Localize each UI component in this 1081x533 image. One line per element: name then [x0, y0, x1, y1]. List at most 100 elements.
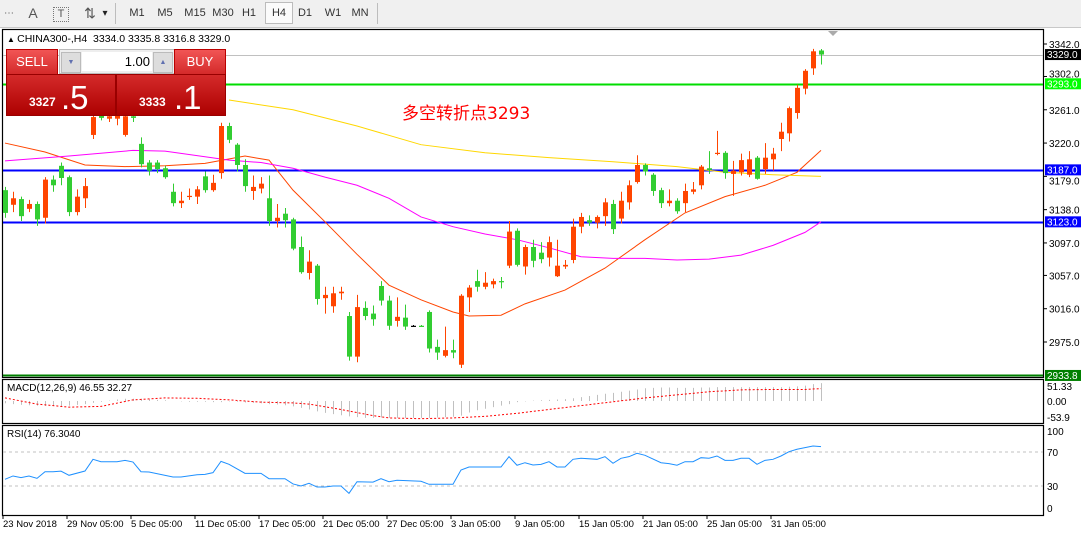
- candle[interactable]: [379, 281, 384, 306]
- text-label-icon[interactable]: T: [53, 7, 69, 22]
- candle[interactable]: [123, 113, 128, 137]
- candle[interactable]: [475, 269, 480, 292]
- candle[interactable]: [283, 208, 288, 228]
- volume-decrease-icon[interactable]: ▼: [61, 52, 81, 73]
- sell-button[interactable]: SELL: [6, 49, 58, 75]
- candle[interactable]: [43, 177, 48, 224]
- timeframe-m5[interactable]: M5: [157, 7, 173, 19]
- candle[interactable]: [259, 177, 264, 194]
- candle[interactable]: [523, 244, 528, 275]
- candle[interactable]: [155, 160, 160, 174]
- candle[interactable]: [515, 228, 520, 267]
- candle[interactable]: [195, 186, 200, 204]
- candle[interactable]: [459, 294, 464, 368]
- candle[interactable]: [35, 201, 40, 226]
- candle[interactable]: [275, 203, 280, 228]
- buy-button[interactable]: BUY: [174, 49, 226, 75]
- candle[interactable]: [387, 295, 392, 330]
- candle[interactable]: [547, 236, 552, 267]
- grid-f-icon[interactable]: ⋯: [4, 8, 14, 19]
- timeframe-h1[interactable]: H1: [241, 7, 257, 19]
- candle[interactable]: [723, 151, 728, 179]
- buy-price[interactable]: 3333 .1: [116, 74, 226, 116]
- candle[interactable]: [643, 163, 648, 176]
- candle[interactable]: [651, 173, 656, 196]
- candle[interactable]: [267, 175, 272, 226]
- candle[interactable]: [19, 196, 24, 222]
- candle[interactable]: [755, 156, 760, 180]
- candle[interactable]: [11, 191, 16, 213]
- candle[interactable]: [179, 191, 184, 209]
- candle[interactable]: [203, 171, 208, 193]
- candle[interactable]: [3, 186, 8, 218]
- candle[interactable]: [563, 259, 568, 269]
- candle[interactable]: [763, 143, 768, 174]
- candle[interactable]: [467, 285, 472, 312]
- candle[interactable]: [603, 198, 608, 226]
- candle[interactable]: [579, 212, 584, 234]
- candle[interactable]: [715, 130, 720, 156]
- candle[interactable]: [395, 297, 400, 327]
- candle[interactable]: [371, 305, 376, 326]
- sell-price[interactable]: 3327 .5: [6, 74, 116, 116]
- candle[interactable]: [235, 143, 240, 172]
- chart-shift-marker[interactable]: [828, 31, 838, 36]
- candle[interactable]: [683, 183, 688, 213]
- text-a-icon[interactable]: A: [28, 5, 38, 21]
- candle[interactable]: [587, 215, 592, 226]
- timeframe-m30[interactable]: M30: [212, 7, 234, 19]
- candle[interactable]: [771, 147, 776, 171]
- volume-stepper[interactable]: ▼ ▲: [59, 49, 175, 74]
- candle[interactable]: [243, 159, 248, 192]
- volume-increase-icon[interactable]: ▲: [153, 52, 173, 73]
- candle[interactable]: [659, 187, 664, 209]
- candle[interactable]: [539, 242, 544, 264]
- collapse-triangle-icon[interactable]: ▲: [7, 35, 18, 44]
- candle[interactable]: [555, 239, 560, 278]
- candle[interactable]: [211, 174, 216, 192]
- candle[interactable]: [291, 217, 296, 251]
- candle[interactable]: [75, 189, 80, 216]
- candle[interactable]: [307, 250, 312, 280]
- volume-input[interactable]: [82, 52, 152, 71]
- candle[interactable]: [627, 180, 632, 210]
- candle[interactable]: [83, 177, 88, 209]
- dropdown-arrow-icon[interactable]: ▾: [102, 8, 108, 19]
- timeframe-m1[interactable]: M1: [129, 7, 145, 19]
- candle[interactable]: [355, 294, 360, 363]
- candle[interactable]: [363, 301, 368, 321]
- candle[interactable]: [595, 215, 600, 229]
- candle[interactable]: [139, 137, 144, 168]
- candle[interactable]: [435, 339, 440, 360]
- candle[interactable]: [699, 164, 704, 190]
- candle[interactable]: [51, 175, 56, 192]
- timeframe-w1[interactable]: W1: [324, 7, 342, 19]
- candle[interactable]: [339, 286, 344, 300]
- candle[interactable]: [507, 221, 512, 269]
- candle[interactable]: [483, 272, 488, 290]
- timeframe-h4[interactable]: H4: [265, 2, 293, 24]
- candle[interactable]: [171, 183, 176, 207]
- candle[interactable]: [795, 84, 800, 119]
- candle[interactable]: [635, 155, 640, 184]
- candle[interactable]: [91, 113, 96, 140]
- candle[interactable]: [531, 239, 536, 268]
- candle[interactable]: [27, 199, 32, 213]
- candle[interactable]: [299, 236, 304, 274]
- candle[interactable]: [611, 199, 616, 235]
- candle[interactable]: [347, 311, 352, 361]
- candle[interactable]: [219, 122, 224, 179]
- timeframe-mn[interactable]: MN: [351, 7, 369, 19]
- candle[interactable]: [331, 286, 336, 313]
- timeframe-d1[interactable]: D1: [297, 7, 313, 19]
- candle[interactable]: [787, 106, 792, 142]
- candle[interactable]: [691, 182, 696, 195]
- candle[interactable]: [491, 278, 496, 289]
- candle[interactable]: [747, 151, 752, 178]
- candle[interactable]: [427, 310, 432, 353]
- candle[interactable]: [707, 151, 712, 174]
- candle[interactable]: [251, 175, 256, 200]
- candle[interactable]: [803, 69, 808, 95]
- candle[interactable]: [147, 160, 152, 176]
